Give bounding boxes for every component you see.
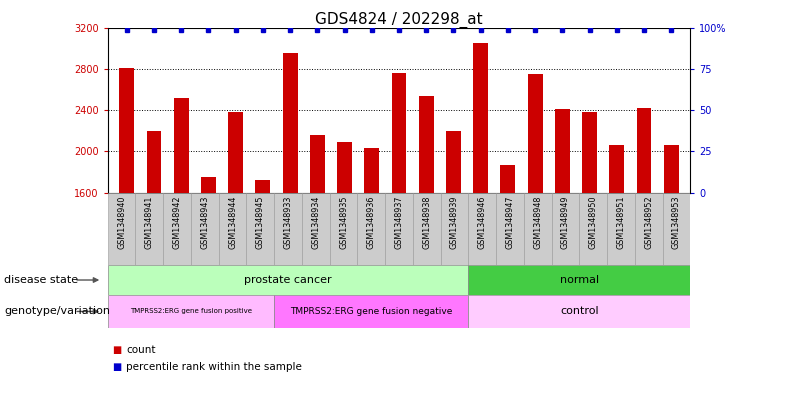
Bar <box>174 97 188 193</box>
Bar <box>607 193 634 265</box>
Bar <box>419 95 433 193</box>
Text: GSM1348945: GSM1348945 <box>256 195 265 249</box>
Bar <box>337 142 352 193</box>
Bar <box>468 295 690 328</box>
Text: GSM1348943: GSM1348943 <box>200 195 209 249</box>
Text: TMPRSS2:ERG gene fusion negative: TMPRSS2:ERG gene fusion negative <box>290 307 452 316</box>
Text: GSM1348953: GSM1348953 <box>672 195 681 249</box>
Bar <box>446 130 461 193</box>
Bar <box>440 193 468 265</box>
Bar <box>664 145 679 193</box>
Bar <box>228 112 243 193</box>
Bar <box>358 193 385 265</box>
Bar <box>201 177 216 193</box>
Text: prostate cancer: prostate cancer <box>244 275 332 285</box>
Text: TMPRSS2:ERG gene fusion positive: TMPRSS2:ERG gene fusion positive <box>130 309 252 314</box>
Text: GDS4824 / 202298_at: GDS4824 / 202298_at <box>315 12 483 28</box>
Bar <box>555 109 570 193</box>
Text: GSM1348935: GSM1348935 <box>339 195 348 249</box>
Bar <box>310 135 325 193</box>
Bar <box>191 193 219 265</box>
Bar <box>637 108 651 193</box>
Bar <box>468 265 690 295</box>
Text: count: count <box>126 345 156 355</box>
Bar <box>255 180 271 193</box>
Text: GSM1348947: GSM1348947 <box>505 195 515 249</box>
Bar <box>413 193 440 265</box>
Text: GSM1348946: GSM1348946 <box>478 195 487 249</box>
Text: control: control <box>560 307 598 316</box>
Text: GSM1348941: GSM1348941 <box>145 195 154 249</box>
Text: disease state: disease state <box>4 275 78 285</box>
Text: ■: ■ <box>112 345 121 355</box>
Bar <box>634 193 662 265</box>
Text: GSM1348939: GSM1348939 <box>450 195 459 249</box>
Text: GSM1348936: GSM1348936 <box>367 195 376 249</box>
Bar <box>610 145 624 193</box>
Text: GSM1348937: GSM1348937 <box>394 195 404 249</box>
Bar <box>385 193 413 265</box>
Text: GSM1348944: GSM1348944 <box>228 195 237 249</box>
Text: GSM1348950: GSM1348950 <box>589 195 598 249</box>
Text: GSM1348952: GSM1348952 <box>644 195 653 249</box>
Bar <box>147 130 161 193</box>
Bar <box>551 193 579 265</box>
Bar <box>579 193 607 265</box>
Bar <box>164 193 191 265</box>
Bar <box>365 148 379 193</box>
Bar <box>500 165 516 193</box>
Bar <box>662 193 690 265</box>
Text: GSM1348933: GSM1348933 <box>283 195 293 249</box>
Bar <box>523 193 551 265</box>
Text: GSM1348940: GSM1348940 <box>117 195 126 249</box>
Text: GSM1348938: GSM1348938 <box>422 195 431 249</box>
Text: GSM1348948: GSM1348948 <box>533 195 542 249</box>
Bar <box>302 193 330 265</box>
Bar <box>108 265 468 295</box>
Bar <box>108 193 136 265</box>
Bar <box>136 193 164 265</box>
Text: GSM1348949: GSM1348949 <box>561 195 570 249</box>
Bar <box>473 43 488 193</box>
Bar <box>119 68 134 193</box>
Text: genotype/variation: genotype/variation <box>4 307 110 316</box>
Text: GSM1348951: GSM1348951 <box>616 195 626 249</box>
Bar <box>330 193 358 265</box>
Bar <box>282 53 298 193</box>
Text: GSM1348934: GSM1348934 <box>311 195 320 249</box>
Text: GSM1348942: GSM1348942 <box>172 195 182 249</box>
Bar <box>527 74 543 193</box>
Bar <box>468 193 496 265</box>
Bar <box>496 193 523 265</box>
Text: ■: ■ <box>112 362 121 373</box>
Bar <box>275 193 302 265</box>
Bar <box>582 112 597 193</box>
Bar <box>219 193 247 265</box>
Bar <box>392 73 406 193</box>
Bar <box>247 193 275 265</box>
Text: percentile rank within the sample: percentile rank within the sample <box>126 362 302 373</box>
Bar <box>108 295 275 328</box>
Text: normal: normal <box>559 275 598 285</box>
Bar <box>275 295 468 328</box>
